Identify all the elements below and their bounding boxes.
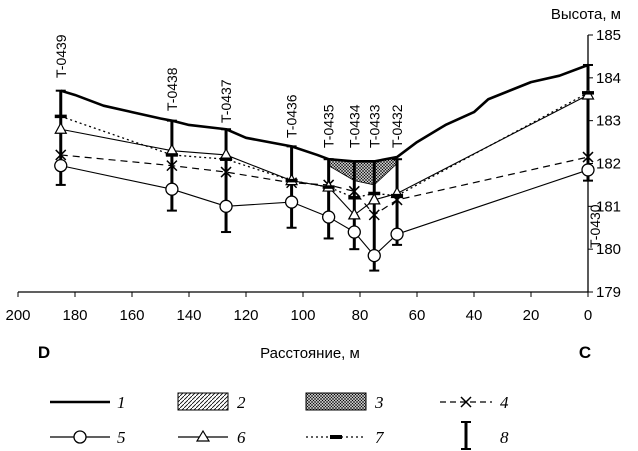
x-tick-label: 80 [352, 307, 369, 324]
end-label-left: D [38, 343, 50, 362]
legend-label-1: 1 [117, 393, 126, 412]
x-tick-label: 180 [62, 307, 87, 324]
series-5-marker [54, 158, 68, 173]
y-tick-label: 180 [596, 241, 621, 258]
series-5-marker [367, 248, 381, 263]
y-axis-label: Высота, м [551, 6, 621, 23]
y-tick-label: 183 [596, 113, 621, 130]
error-bar [323, 158, 334, 240]
legend-swatch-4 [440, 396, 492, 408]
series-5-marker [321, 210, 336, 224]
well-label: T-0430 [587, 204, 603, 248]
x-tick-label: 100 [290, 307, 315, 324]
x-tick-label: 160 [119, 307, 144, 324]
legend-label-5: 5 [117, 428, 126, 447]
series-5-marker [284, 195, 299, 209]
legend-swatch-8 [461, 421, 471, 450]
well-label: T-0438 [164, 67, 180, 111]
series-4-marker [348, 185, 360, 197]
x-tick-label: 0 [584, 307, 592, 324]
well-label: T-0439 [53, 34, 69, 78]
well-label: T-0435 [321, 104, 337, 148]
well-label: T-0433 [366, 104, 382, 148]
legend-swatch-3 [305, 392, 367, 411]
series-4-marker [220, 166, 232, 178]
x-tick-label: 140 [176, 307, 201, 324]
series-5-marker [219, 199, 233, 213]
series-4-marker [55, 149, 67, 161]
series-4-marker [368, 209, 380, 221]
series-6-marker [367, 192, 381, 205]
y-tick-label: 181 [596, 198, 621, 215]
series-line-7 [60, 92, 589, 199]
x-tick-label: 120 [233, 307, 258, 324]
series-6-marker [54, 121, 68, 134]
well-label: T-0436 [284, 94, 300, 138]
y-tick-label: 179 [596, 284, 621, 301]
x-tick-label: 200 [5, 307, 30, 324]
legend: 1 2 3 4 5 6 7 8 [50, 392, 509, 450]
well-label: T-0437 [218, 79, 234, 123]
series-4-marker [582, 151, 594, 163]
legend-swatch-2 [177, 392, 229, 411]
well-label: T-0432 [389, 104, 405, 148]
series-line-5 [60, 165, 589, 257]
series-line-1 [60, 63, 589, 163]
series-5-marker [581, 163, 595, 177]
y-tick-label: 184 [596, 70, 621, 87]
legend-swatch-5 [50, 430, 110, 444]
legend-label-6: 6 [237, 428, 246, 447]
end-label-right: C [579, 343, 591, 362]
series-6-marker [219, 147, 233, 160]
series-6-marker [347, 207, 361, 220]
legend-label-4: 4 [500, 393, 509, 412]
series-5-marker [390, 227, 404, 241]
series-4-marker [166, 160, 178, 172]
error-bar [221, 128, 232, 234]
series-5-marker [347, 225, 361, 239]
legend-label-8: 8 [500, 428, 509, 447]
x-axis-label: Расстояние, м [260, 345, 360, 362]
series-line-4 [60, 154, 589, 216]
legend-swatch-6 [178, 429, 228, 442]
well-label: T-0434 [346, 104, 362, 148]
legend-label-3: 3 [374, 393, 384, 412]
x-tick-label: 60 [409, 307, 426, 324]
series-5-marker [165, 182, 179, 196]
x-tick-label: 20 [523, 307, 540, 324]
y-tick-label: 182 [596, 156, 621, 173]
x-tick-label: 40 [466, 307, 483, 324]
legend-label-7: 7 [375, 428, 385, 447]
legend-label-2: 2 [237, 393, 246, 412]
y-tick-label: 185 [596, 27, 621, 44]
